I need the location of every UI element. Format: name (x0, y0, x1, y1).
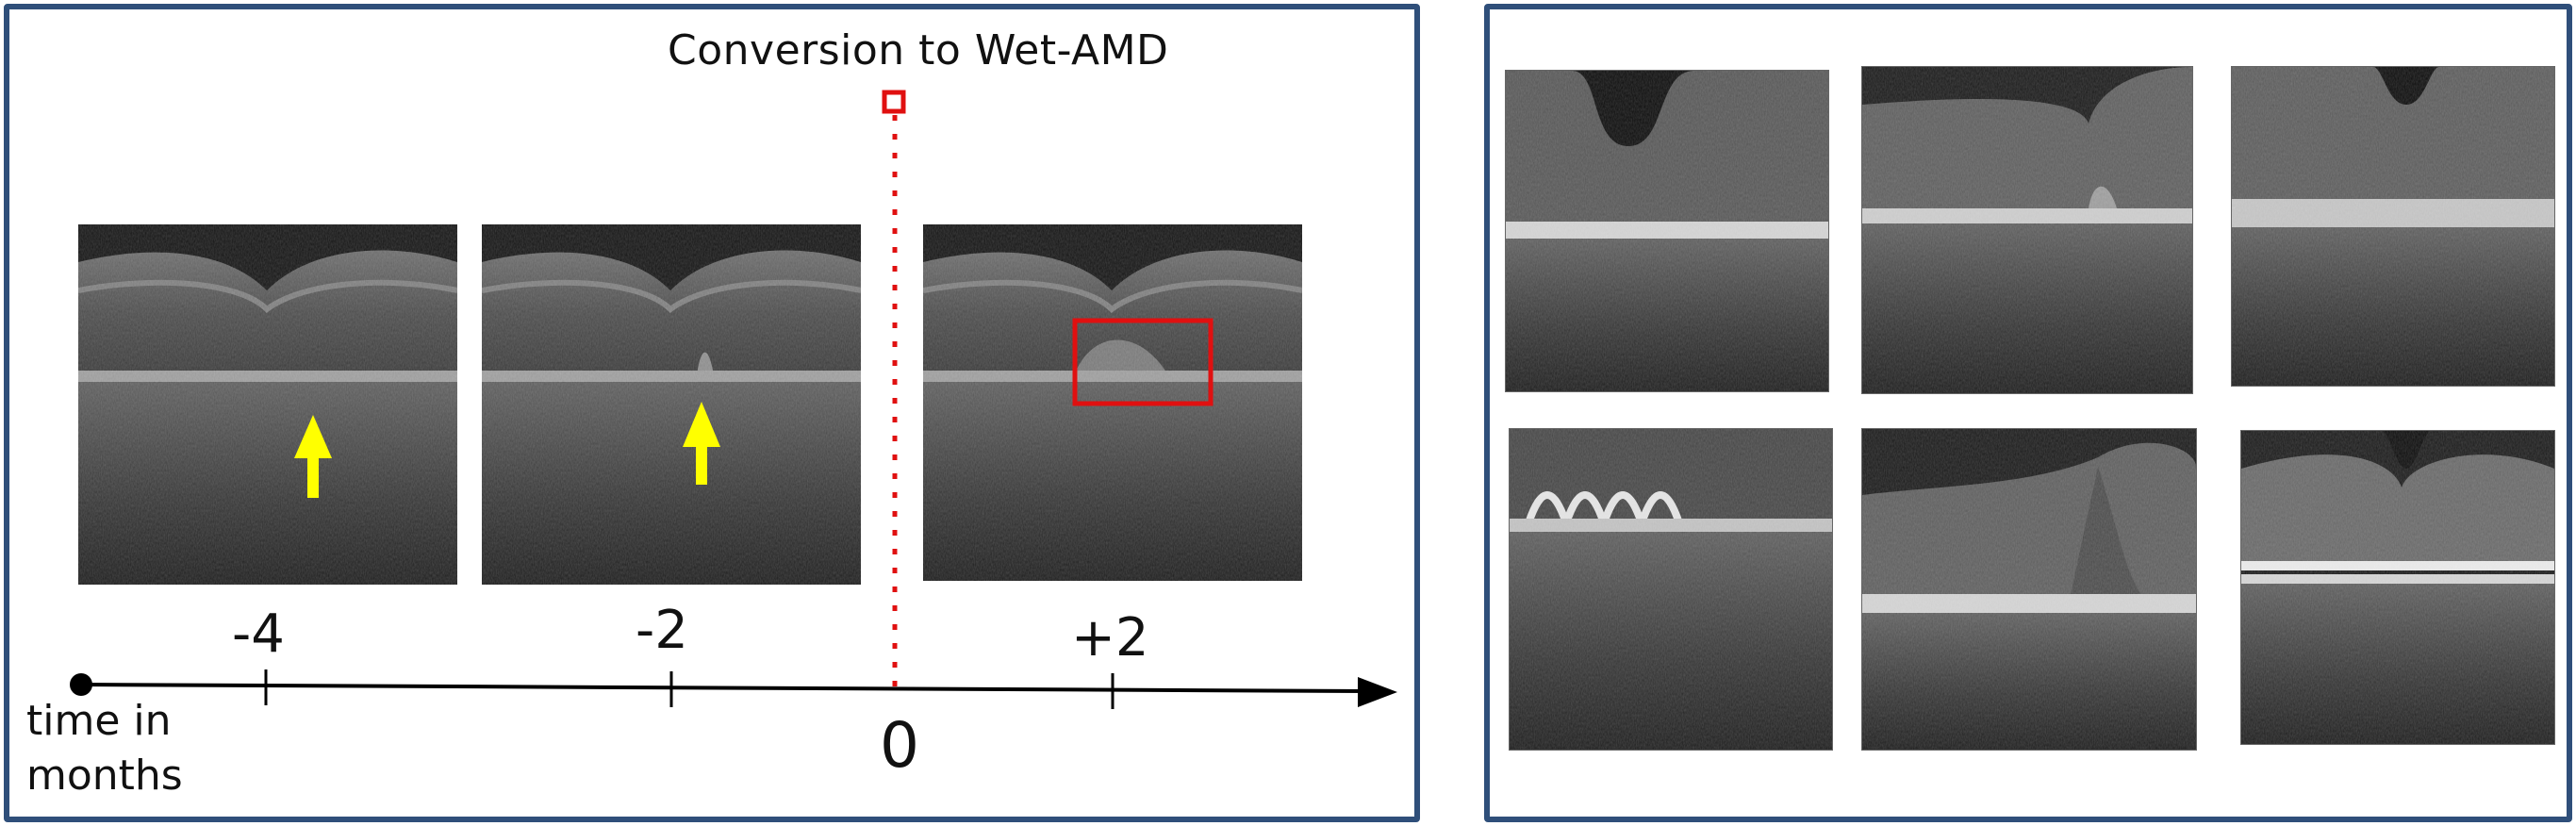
oct-example-3 (2231, 66, 2555, 387)
tick-label-minus4: -4 (232, 603, 285, 665)
oct-example-2 (1861, 66, 2193, 394)
oct-example-1 (1505, 70, 1829, 392)
tick-label-plus2: +2 (1071, 607, 1149, 669)
zero-label: 0 (880, 709, 919, 782)
conversion-marker (882, 90, 906, 114)
arrow-icon-minus2 (683, 402, 720, 485)
tick-label-minus2: -2 (636, 600, 688, 661)
oct-example-5 (1861, 428, 2197, 751)
axis-label: time in months (26, 697, 183, 800)
axis-arrowhead-icon (1358, 677, 1397, 707)
oct-scan-plus2 (923, 224, 1302, 581)
oct-scan-minus4 (78, 224, 457, 585)
oct-example-4 (1509, 428, 1833, 751)
oct-scan-minus2 (482, 224, 861, 585)
conversion-label: Conversion to Wet-AMD (668, 26, 1169, 74)
oct-example-6 (2240, 430, 2555, 745)
arrow-icon-minus4 (294, 415, 332, 498)
timeline-axis (80, 683, 1368, 693)
lesion-box (1072, 318, 1214, 406)
